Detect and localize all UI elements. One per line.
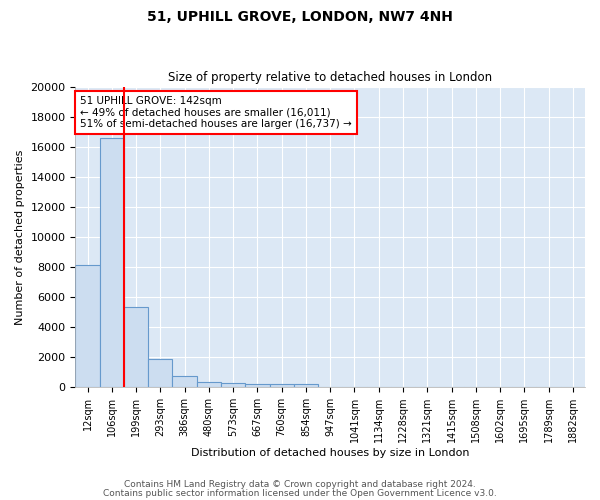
Bar	[221, 384, 245, 386]
Bar	[124, 308, 148, 386]
Bar	[148, 359, 172, 386]
Bar	[294, 384, 318, 386]
Text: 51, UPHILL GROVE, LONDON, NW7 4NH: 51, UPHILL GROVE, LONDON, NW7 4NH	[147, 10, 453, 24]
Bar	[100, 138, 124, 386]
Text: Contains HM Land Registry data © Crown copyright and database right 2024.: Contains HM Land Registry data © Crown c…	[124, 480, 476, 489]
X-axis label: Distribution of detached houses by size in London: Distribution of detached houses by size …	[191, 448, 469, 458]
Bar	[172, 376, 197, 386]
Bar	[245, 384, 269, 386]
Bar	[197, 382, 221, 386]
Y-axis label: Number of detached properties: Number of detached properties	[15, 149, 25, 324]
Title: Size of property relative to detached houses in London: Size of property relative to detached ho…	[168, 72, 492, 85]
Bar	[269, 384, 294, 386]
Text: Contains public sector information licensed under the Open Government Licence v3: Contains public sector information licen…	[103, 488, 497, 498]
Text: 51 UPHILL GROVE: 142sqm
← 49% of detached houses are smaller (16,011)
51% of sem: 51 UPHILL GROVE: 142sqm ← 49% of detache…	[80, 96, 352, 129]
Bar	[76, 266, 100, 386]
